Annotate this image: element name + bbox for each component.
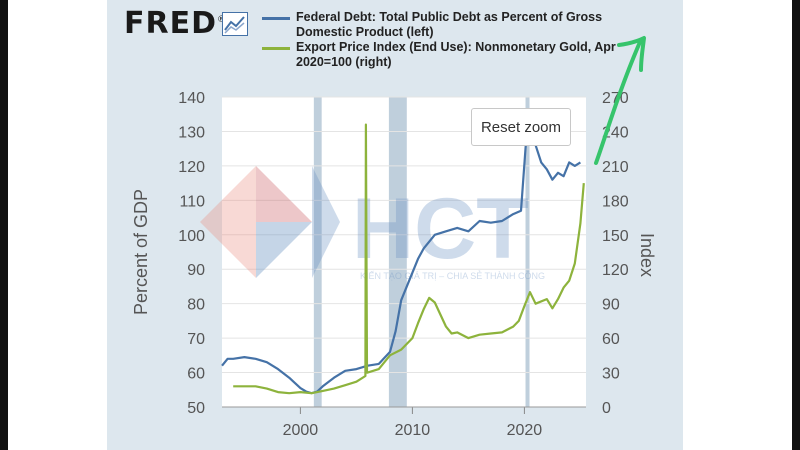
left-axis-title: Percent of GDP: [131, 189, 151, 315]
right-tick-label: 60: [602, 331, 620, 348]
watermark-diamond-left: [200, 166, 256, 278]
watermark-text: HCT: [352, 181, 529, 277]
legend-label-gold: Export Price Index (End Use): Nonmonetar…: [296, 40, 616, 69]
right-tick-label: 180: [602, 193, 629, 210]
registered-mark: ®: [217, 15, 227, 25]
right-tick-label: 120: [602, 262, 629, 279]
watermark-diamond-right: [312, 166, 340, 278]
fred-logo[interactable]: FRED®: [124, 6, 227, 41]
series-line-federal-debt[interactable]: [221, 119, 581, 395]
left-tick-label: 120: [178, 159, 205, 176]
watermark-diamond-bottom: [256, 222, 312, 278]
left-tick-label: 60: [187, 366, 205, 383]
left-frame-bar: [0, 0, 8, 450]
reset-zoom-button[interactable]: Reset zoom: [471, 108, 571, 146]
legend-item-debt[interactable]: Federal Debt: Total Public Debt as Perce…: [262, 10, 656, 40]
recession-band: [525, 97, 530, 407]
legend-label-debt: Federal Debt: Total Public Debt as Perce…: [296, 10, 603, 39]
left-tick-label: 70: [187, 331, 205, 348]
logo-text: FRED: [124, 6, 217, 41]
left-tick-label: 50: [187, 400, 205, 417]
recession-band: [388, 97, 407, 407]
legend-item-gold[interactable]: Export Price Index (End Use): Nonmonetar…: [262, 40, 656, 70]
right-tick-label: 210: [602, 159, 629, 176]
right-tick-label: 0: [602, 400, 611, 417]
right-axis-title: Index: [637, 233, 657, 277]
legend: Federal Debt: Total Public Debt as Perce…: [262, 10, 656, 70]
annotation-arrow: [594, 36, 646, 165]
x-tick-label: 2010: [395, 422, 431, 439]
right-frame-bar: [792, 0, 800, 450]
right-tick-label: 270: [602, 90, 629, 107]
watermark-tagline: KIẾN TẠO GIÁ TRỊ – CHIA SẺ THÀNH CÔNG: [360, 270, 545, 281]
right-tick-label: 150: [602, 228, 629, 245]
left-tick-label: 140: [178, 90, 205, 107]
line-chart-icon: [222, 12, 248, 36]
right-tick-label: 90: [602, 297, 620, 314]
left-tick-label: 110: [179, 193, 205, 210]
hct-watermark: HCT KIẾN TẠO GIÁ TRỊ – CHIA SẺ THÀNH CÔN…: [200, 166, 545, 281]
x-tick-label: 2020: [507, 422, 543, 439]
left-tick-label: 80: [187, 297, 205, 314]
legend-swatch-debt: [262, 17, 290, 20]
x-tick-label: 2000: [283, 422, 319, 439]
legend-swatch-gold: [262, 47, 290, 50]
left-tick-label: 90: [187, 262, 205, 279]
watermark-diamond-top: [256, 166, 312, 222]
right-tick-label: 30: [602, 366, 620, 383]
left-tick-label: 130: [178, 124, 205, 141]
recession-band: [313, 97, 322, 407]
series-line-gold-price-index[interactable]: [233, 123, 585, 395]
left-tick-label: 100: [178, 228, 205, 245]
